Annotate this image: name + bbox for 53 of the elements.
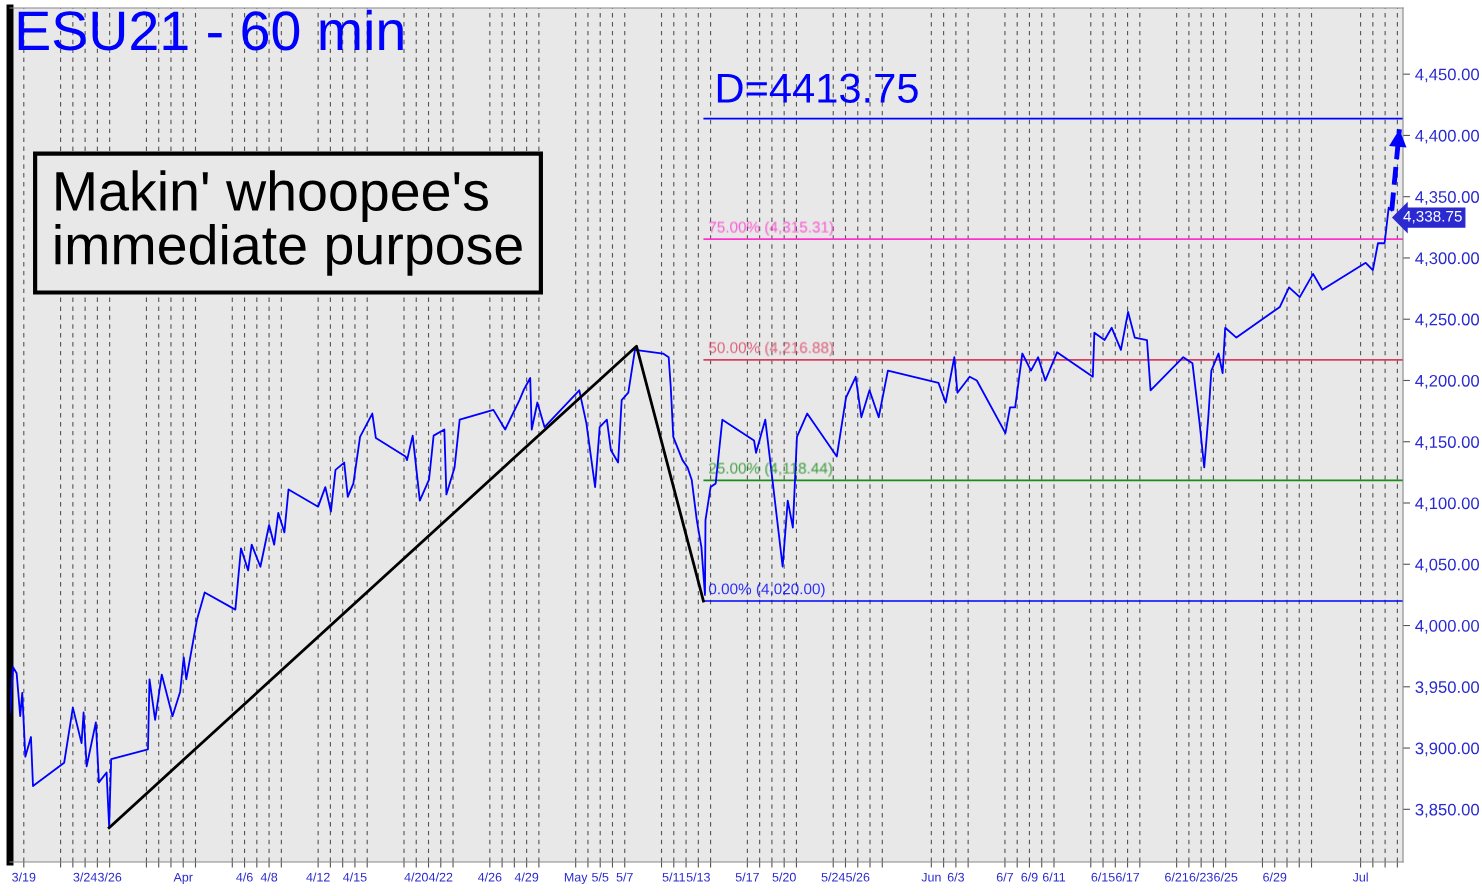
x-tick-label: 5/5 xyxy=(592,872,609,882)
x-tick-label: 6/11 xyxy=(1042,872,1066,882)
x-tick-label: 5/26 xyxy=(846,872,870,882)
x-tick-label: 4/12 xyxy=(306,872,330,882)
x-tick-label: 4/8 xyxy=(260,872,278,882)
x-tick-label: 5/13 xyxy=(686,872,710,882)
x-tick-label: 4/22 xyxy=(428,872,453,882)
x-tick-label: 3/24 xyxy=(73,872,97,882)
y-tick-label: 3,850.00 xyxy=(1415,803,1480,818)
x-tick-label: 3/19 xyxy=(12,872,36,882)
ref-line-label: 0.00% (4,020.00) xyxy=(708,583,825,598)
y-tick-label: 3,900.00 xyxy=(1415,742,1480,757)
ref-line-label: D=4413.75 xyxy=(717,73,918,103)
y-tick-label: 4,150.00 xyxy=(1415,436,1480,450)
x-tick-label: 6/21 xyxy=(1165,872,1189,882)
x-tick-label: 6/25 xyxy=(1214,872,1238,882)
x-tick-label: 6/29 xyxy=(1263,872,1287,882)
y-tick-label: 4,100.00 xyxy=(1415,497,1480,512)
x-tick-label: 6/17 xyxy=(1116,872,1140,882)
y-tick-label: 4,250.00 xyxy=(1415,313,1480,328)
x-tick-label: 4/26 xyxy=(477,872,502,882)
ref-line-label: 50.00% (4,216.88) xyxy=(708,341,834,357)
chart-title: ESU21 - 60 min xyxy=(18,9,403,51)
y-tick-label: 4,000.00 xyxy=(1415,619,1480,634)
x-tick-label: 5/7 xyxy=(616,872,633,882)
x-tick-label: May xyxy=(564,872,588,885)
annotation: Makin' whoopee's immediate purpose xyxy=(55,170,522,276)
x-tick-label: 5/17 xyxy=(735,872,759,882)
annotation: 4,338.75 xyxy=(1403,210,1462,224)
x-tick-label: Jun xyxy=(921,872,941,882)
y-tick-label: 4,050.00 xyxy=(1415,558,1480,573)
y-tick-label: 4,300.00 xyxy=(1415,252,1480,267)
x-tick-label: 6/9 xyxy=(1021,872,1038,882)
y-tick-label: 3,950.00 xyxy=(1415,681,1480,695)
x-tick-label: Jul xyxy=(1352,872,1368,882)
x-tick-label: 4/6 xyxy=(236,872,253,882)
x-tick-label: 4/15 xyxy=(343,872,367,882)
y-tick-label: 4,200.00 xyxy=(1415,374,1480,389)
x-tick-label: 3/26 xyxy=(97,872,122,882)
x-tick-label: 5/24 xyxy=(821,872,846,882)
x-tick-label: 5/11 xyxy=(662,872,685,882)
x-tick-label: 5/20 xyxy=(772,872,796,882)
y-tick-label: 4,350.00 xyxy=(1415,191,1480,205)
x-tick-label: 4/29 xyxy=(514,872,539,882)
y-tick-label: 4,450.00 xyxy=(1415,68,1480,83)
x-tick-label: 6/15 xyxy=(1091,872,1115,882)
x-tick-label: 6/3 xyxy=(947,872,965,882)
x-tick-label: Apr xyxy=(173,872,193,885)
x-tick-label: 6/23 xyxy=(1189,872,1213,882)
y-tick-label: 4,400.00 xyxy=(1415,129,1480,144)
x-tick-label: 4/20 xyxy=(404,872,428,882)
ref-line-label: 75.00% (4,315.31) xyxy=(709,221,834,236)
x-tick-label: 6/7 xyxy=(996,872,1013,882)
